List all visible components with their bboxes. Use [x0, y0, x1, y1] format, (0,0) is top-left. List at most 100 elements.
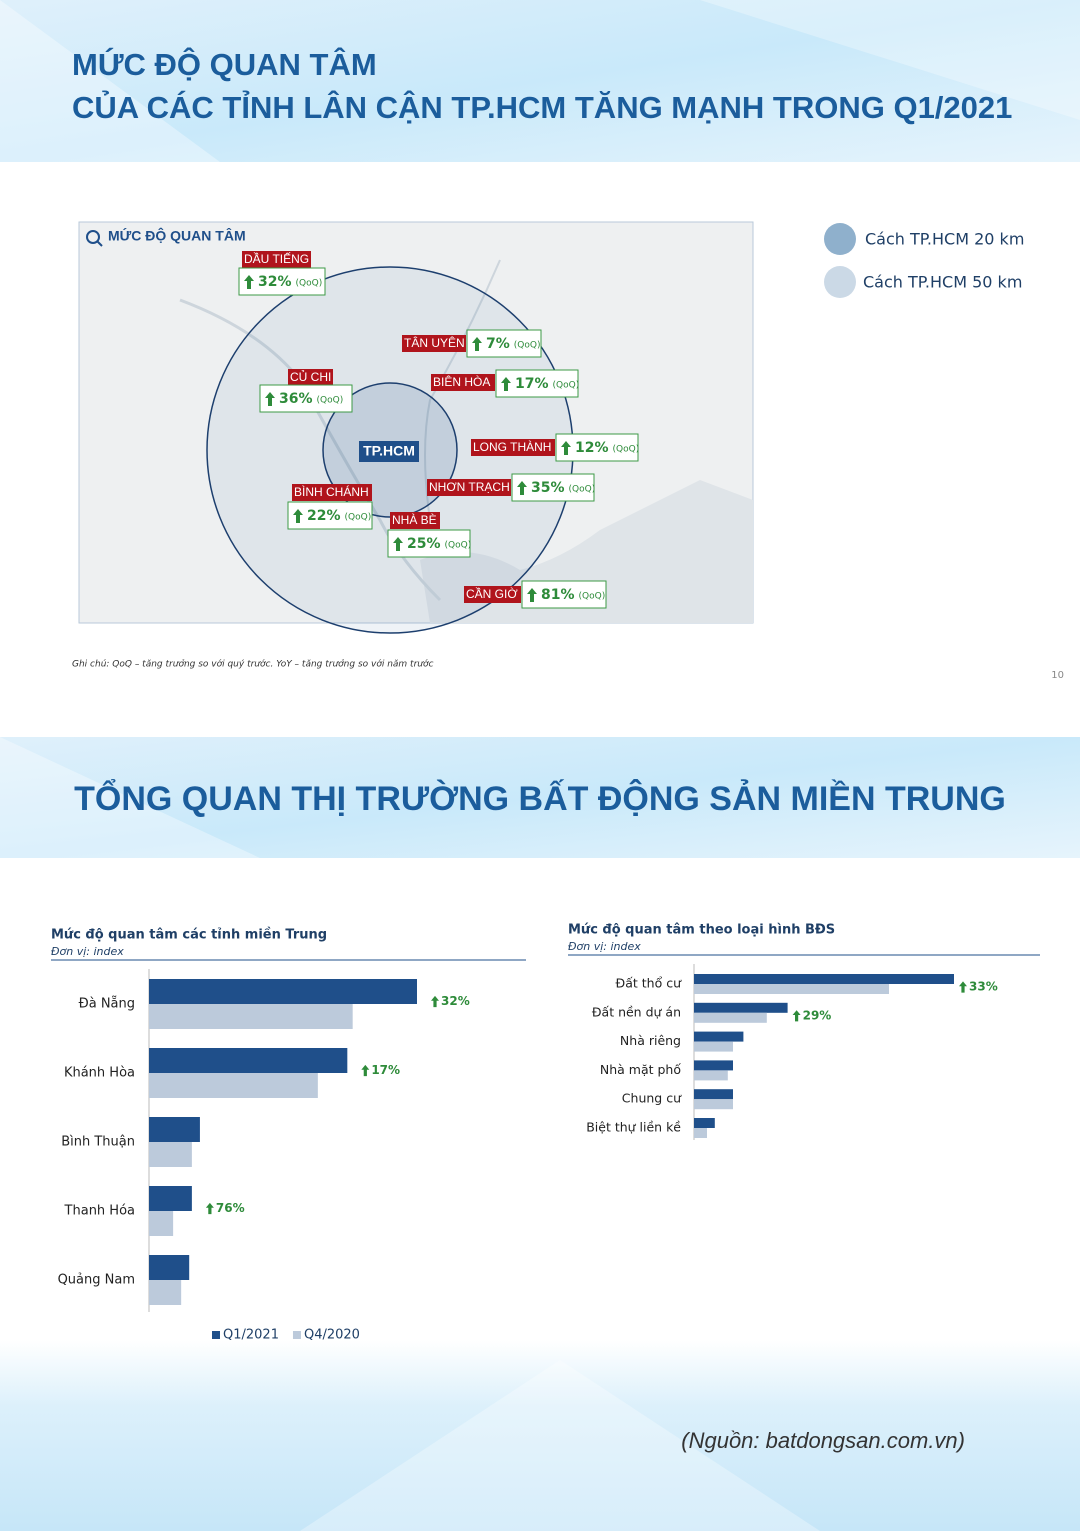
callout-growth: 12%	[575, 440, 609, 456]
bar	[149, 1073, 318, 1098]
bar	[149, 1142, 192, 1167]
growth-label: 29%	[803, 1008, 832, 1022]
center-label: TP.HCM	[363, 443, 415, 459]
category-label: Thanh Hóa	[64, 1204, 135, 1219]
chart-subtitle: Đơn vị: index	[51, 945, 124, 958]
bar	[694, 1089, 733, 1100]
category-label: Khánh Hòa	[64, 1066, 135, 1081]
chart-title: Mức độ quan tâm các tỉnh miền Trung	[51, 928, 327, 943]
callout-name: LONG THÀNH	[473, 439, 551, 454]
callout-period: (QoQ)	[579, 592, 606, 602]
arrow-icon	[958, 981, 967, 993]
callout-name: CẦN GIỜ	[466, 586, 518, 601]
callout-value-box	[495, 369, 579, 398]
callout-name-box	[471, 439, 555, 456]
callout-period: (QoQ)	[569, 485, 596, 495]
bar	[149, 1117, 200, 1142]
callout-name-box	[390, 512, 440, 529]
arrow-icon	[205, 1202, 214, 1215]
growth-label: 17%	[371, 1063, 400, 1077]
charts: Mức độ quan tâm các tỉnh miền Trung Đơn v…	[51, 923, 1040, 1343]
callout-name: BIÊN HÒA	[433, 374, 490, 389]
callout-name-box	[242, 251, 311, 268]
callout-period: (QoQ)	[317, 396, 344, 406]
legend-swatch	[824, 223, 856, 255]
callout-value-box	[511, 473, 595, 502]
section-title: TỔNG QUAN THỊ TRƯỜNG BẤT ĐỘNG SẢN MIỀN T…	[74, 779, 1006, 818]
legend-label: Cách TP.HCM 20 km	[865, 230, 1024, 249]
bar	[149, 1280, 182, 1305]
map-title: MỨC ĐỘ QUAN TÂM	[108, 227, 246, 244]
arrow-icon	[472, 337, 482, 351]
bar-chart: Mức độ quan tâm các tỉnh miền Trung Đơn v…	[51, 928, 526, 1343]
callout-value-box	[466, 329, 542, 358]
callout-growth: 25%	[407, 536, 441, 552]
growth-label: 76%	[216, 1201, 245, 1215]
bar	[694, 1031, 744, 1042]
callout-value-box	[259, 384, 353, 413]
bar	[694, 1070, 728, 1081]
arrow-icon	[265, 392, 275, 406]
bar	[149, 1004, 353, 1029]
callout-value-box	[521, 580, 607, 609]
title-line: MỨC ĐỘ QUAN TÂM	[72, 46, 377, 82]
callout-period: (QoQ)	[296, 279, 323, 289]
callout-growth: 35%	[531, 480, 565, 496]
callout-period: (QoQ)	[553, 381, 580, 391]
callouts: DẦU TIẾNG 32% (QoQ) TÂN UYÊN 7% (QoQ) CỦ CHI 36…	[238, 251, 640, 609]
bar	[149, 979, 417, 1004]
arrow-icon	[561, 441, 571, 455]
category-label: Đà Nẵng	[79, 997, 135, 1012]
growth-label: 33%	[969, 980, 998, 994]
bar	[694, 1128, 707, 1138]
category-label: Đất thổ cư	[616, 976, 683, 991]
arrow-icon	[527, 588, 537, 602]
category-label: Bình Thuận	[61, 1135, 135, 1150]
callout-name: NHÀ BÈ	[392, 512, 437, 527]
callout-value-box	[387, 529, 471, 558]
legend-label: Q4/2020	[304, 1328, 360, 1343]
category-label: Đất nền dự án	[592, 1004, 681, 1019]
callout-period: (QoQ)	[613, 445, 640, 455]
bar	[694, 1041, 733, 1052]
callout-name-box	[431, 374, 495, 391]
callout-name: CỦ CHI	[290, 369, 331, 384]
bar	[694, 974, 954, 984]
callout-name: NHƠN TRẠCH	[429, 480, 510, 494]
category-label: Nhà mặt phố	[600, 1062, 681, 1077]
arrow-icon	[501, 377, 511, 391]
callout-period: (QoQ)	[514, 341, 541, 351]
callout-name-box	[464, 586, 521, 603]
callout-value-box	[238, 267, 326, 296]
growth-label: 32%	[441, 994, 470, 1008]
callout-name: TÂN UYÊN	[404, 335, 465, 350]
callout-period: (QoQ)	[345, 513, 372, 523]
note: Ghi chú: QoQ – tăng trưởng so với quý tr…	[72, 659, 433, 670]
source: (Nguồn: batdongsan.com.vn)	[681, 1428, 965, 1453]
category-label: Chung cư	[622, 1091, 682, 1106]
callout-growth: 32%	[258, 274, 292, 290]
bar	[694, 984, 889, 994]
bar	[694, 1118, 715, 1128]
arrow-icon	[792, 1010, 801, 1022]
callout-growth: 17%	[515, 376, 549, 392]
map: TP.HCM MỨC ĐỘ QUAN TÂM	[78, 221, 754, 634]
callout-name: BÌNH CHÁNH	[294, 484, 369, 499]
legend-swatch	[292, 1331, 301, 1339]
bar	[694, 1012, 767, 1023]
bar	[694, 1002, 788, 1013]
callout-name-box	[402, 335, 466, 352]
page-number: 10	[1051, 670, 1064, 681]
legend-label: Cách TP.HCM 50 km	[863, 273, 1022, 292]
callout-name: DẦU TIẾNG	[244, 251, 309, 266]
arrow-icon	[361, 1064, 370, 1077]
legend-swatch	[824, 266, 856, 298]
chart-subtitle: Đơn vị: index	[568, 940, 641, 953]
callout-name-box	[288, 369, 333, 386]
arrow-icon	[517, 481, 527, 495]
legend-label: Q1/2021	[223, 1328, 279, 1343]
title-line: CỦA CÁC TỈNH LÂN CẬN TP.HCM TĂNG MẠNH TR…	[72, 89, 1012, 125]
callout-name-box	[427, 479, 511, 496]
bar	[149, 1211, 174, 1236]
bar	[694, 1099, 733, 1110]
